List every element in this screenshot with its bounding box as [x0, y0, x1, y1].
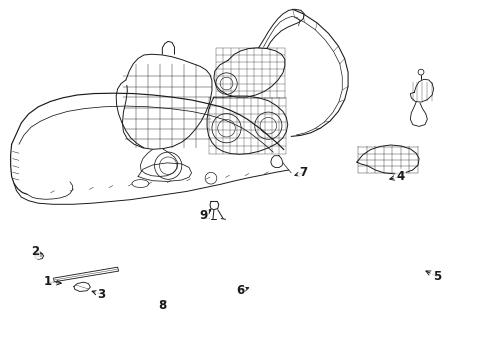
- Text: 1: 1: [44, 275, 52, 288]
- Text: 8: 8: [158, 298, 167, 311]
- Text: 9: 9: [199, 209, 208, 222]
- Text: 5: 5: [433, 270, 441, 283]
- Text: 2: 2: [31, 245, 39, 258]
- Text: 3: 3: [98, 288, 106, 301]
- Text: 7: 7: [299, 166, 307, 179]
- Text: 4: 4: [396, 170, 405, 183]
- Text: 6: 6: [236, 284, 244, 297]
